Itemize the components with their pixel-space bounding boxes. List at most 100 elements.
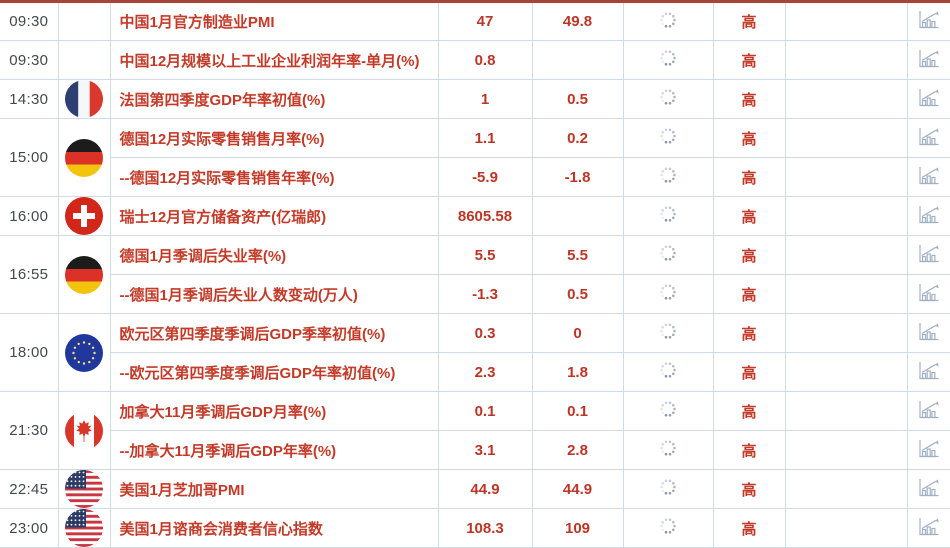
event-row[interactable]: 09:30 中国12月规模以上工业企业利润年率-单月(%) 0.8 高 <box>0 40 950 80</box>
importance-cell: 高 <box>712 391 786 431</box>
event-row[interactable]: 18:00 欧元区第四季度季调后GDP季率初值(%) 0.3 0 高 <box>0 313 950 392</box>
flag-cell <box>57 235 111 314</box>
actual-value-cell <box>622 469 714 509</box>
extra-cell <box>784 469 908 509</box>
chart-button-cell[interactable] <box>906 391 950 431</box>
chart-button-cell[interactable] <box>906 235 950 275</box>
time-cell: 18:00 <box>0 313 59 392</box>
flag-icon-germany <box>65 255 103 294</box>
forecast-value-cell: 1.8 <box>531 352 624 392</box>
event-row[interactable]: 15:00 德国12月实际零售销售月率(%) 1.1 0.2 高 <box>0 118 950 197</box>
chart-button-cell[interactable] <box>906 469 950 509</box>
trend-chart-icon[interactable] <box>917 321 940 342</box>
trend-chart-icon[interactable] <box>917 204 940 225</box>
event-row[interactable]: 22:45 美国1月芝加哥PMI 44.9 44.9 高 <box>0 469 950 509</box>
actual-value-cell <box>622 352 714 392</box>
event-row[interactable]: --欧元区第四季度季调后GDP年率初值(%) 2.3 1.8 高 <box>0 352 950 392</box>
flag-icon-germany <box>65 138 103 177</box>
event-name-cell: 中国12月规模以上工业企业利润年率-单月(%) <box>109 40 439 80</box>
forecast-value-cell: 0.2 <box>531 118 624 158</box>
importance-cell: 高 <box>712 352 786 392</box>
time-cell: 14:30 <box>0 79 59 119</box>
time-cell: 16:55 <box>0 235 59 314</box>
loading-spinner-icon <box>660 12 676 27</box>
chart-button-cell[interactable] <box>906 430 950 470</box>
flag-icon-usa <box>65 470 103 508</box>
chart-button-cell[interactable] <box>906 157 950 197</box>
flag-cell <box>57 313 111 392</box>
forecast-value-cell: 0.5 <box>531 79 624 119</box>
actual-value-cell <box>622 391 714 431</box>
chart-button-cell[interactable] <box>906 196 950 236</box>
time-cell: 15:00 <box>0 118 59 197</box>
extra-cell <box>784 508 908 548</box>
flag-cell <box>57 0 111 41</box>
previous-value-cell: 8605.58 <box>437 196 533 236</box>
previous-value-cell: -1.3 <box>437 274 533 314</box>
event-name-cell: --德国12月实际零售销售年率(%) <box>109 157 439 197</box>
actual-value-cell <box>622 40 714 80</box>
chart-button-cell[interactable] <box>906 79 950 119</box>
chart-button-cell[interactable] <box>906 118 950 158</box>
trend-chart-icon[interactable] <box>917 243 940 264</box>
trend-chart-icon[interactable] <box>917 9 940 30</box>
trend-chart-icon[interactable] <box>917 48 940 69</box>
extra-cell <box>784 40 908 80</box>
event-name-cell: 瑞士12月官方储备资产(亿瑞郎) <box>109 196 439 236</box>
importance-cell: 高 <box>712 235 786 275</box>
trend-chart-icon[interactable] <box>917 438 940 459</box>
event-name-cell: 美国1月芝加哥PMI <box>109 469 439 509</box>
trend-chart-icon[interactable] <box>917 126 940 147</box>
trend-chart-icon[interactable] <box>917 360 940 381</box>
trend-chart-icon[interactable] <box>917 477 940 498</box>
extra-cell <box>784 157 908 197</box>
flag-icon-usa <box>65 509 103 547</box>
forecast-value-cell <box>531 196 624 236</box>
event-name-cell: 加拿大11月季调后GDP月率(%) <box>109 391 439 431</box>
trend-chart-icon[interactable] <box>917 399 940 420</box>
chart-button-cell[interactable] <box>906 313 950 353</box>
time-cell: 16:00 <box>0 196 59 236</box>
event-name-cell: 美国1月谘商会消费者信心指数 <box>109 508 439 548</box>
flag-cell <box>57 508 111 548</box>
importance-cell: 高 <box>712 196 786 236</box>
loading-spinner-icon <box>660 440 676 456</box>
flag-icon-eu <box>65 333 103 372</box>
forecast-value-cell: 0 <box>531 313 624 353</box>
event-row[interactable]: 14:30 法国第四季度GDP年率初值(%) 1 0.5 高 <box>0 79 950 119</box>
flag-cell <box>57 79 111 119</box>
extra-cell <box>784 0 908 41</box>
trend-chart-icon[interactable] <box>917 165 940 186</box>
flag-cell <box>57 391 111 470</box>
importance-cell: 高 <box>712 274 786 314</box>
event-row[interactable]: 16:55 德国1月季调后失业率(%) 5.5 5.5 高 <box>0 235 950 314</box>
event-row[interactable]: --加拿大11月季调后GDP年率(%) 3.1 2.8 高 <box>0 430 950 470</box>
flag-cell <box>57 118 111 197</box>
previous-value-cell: 0.8 <box>437 40 533 80</box>
event-row[interactable]: 21:30 加拿大11月季调后GDP月率(%) 0.1 0.1 高 <box>0 391 950 470</box>
previous-value-cell: 1.1 <box>437 118 533 158</box>
importance-cell: 高 <box>712 469 786 509</box>
loading-spinner-icon <box>660 89 676 105</box>
actual-value-cell <box>622 118 714 158</box>
flag-cell <box>57 40 111 80</box>
trend-chart-icon[interactable] <box>917 516 940 537</box>
previous-value-cell: 0.1 <box>437 391 533 431</box>
forecast-value-cell: 2.8 <box>531 430 624 470</box>
chart-button-cell[interactable] <box>906 40 950 80</box>
forecast-value-cell <box>531 40 624 80</box>
event-row[interactable]: 16:00 瑞士12月官方储备资产(亿瑞郎) 8605.58 高 <box>0 196 950 236</box>
trend-chart-icon[interactable] <box>917 87 940 108</box>
chart-button-cell[interactable] <box>906 508 950 548</box>
chart-button-cell[interactable] <box>906 352 950 392</box>
previous-value-cell: 108.3 <box>437 508 533 548</box>
chart-button-cell[interactable] <box>906 0 950 41</box>
chart-button-cell[interactable] <box>906 274 950 314</box>
event-row[interactable]: 09:30 中国1月官方制造业PMI 47 49.8 高 <box>0 0 950 41</box>
event-row[interactable]: 23:00 美国1月谘商会消费者信心指数 108.3 109 高 <box>0 508 950 548</box>
trend-chart-icon[interactable] <box>917 282 940 303</box>
flag-cell <box>57 196 111 236</box>
event-row[interactable]: --德国1月季调后失业人数变动(万人) -1.3 0.5 高 <box>0 274 950 314</box>
event-row[interactable]: --德国12月实际零售销售年率(%) -5.9 -1.8 高 <box>0 157 950 197</box>
